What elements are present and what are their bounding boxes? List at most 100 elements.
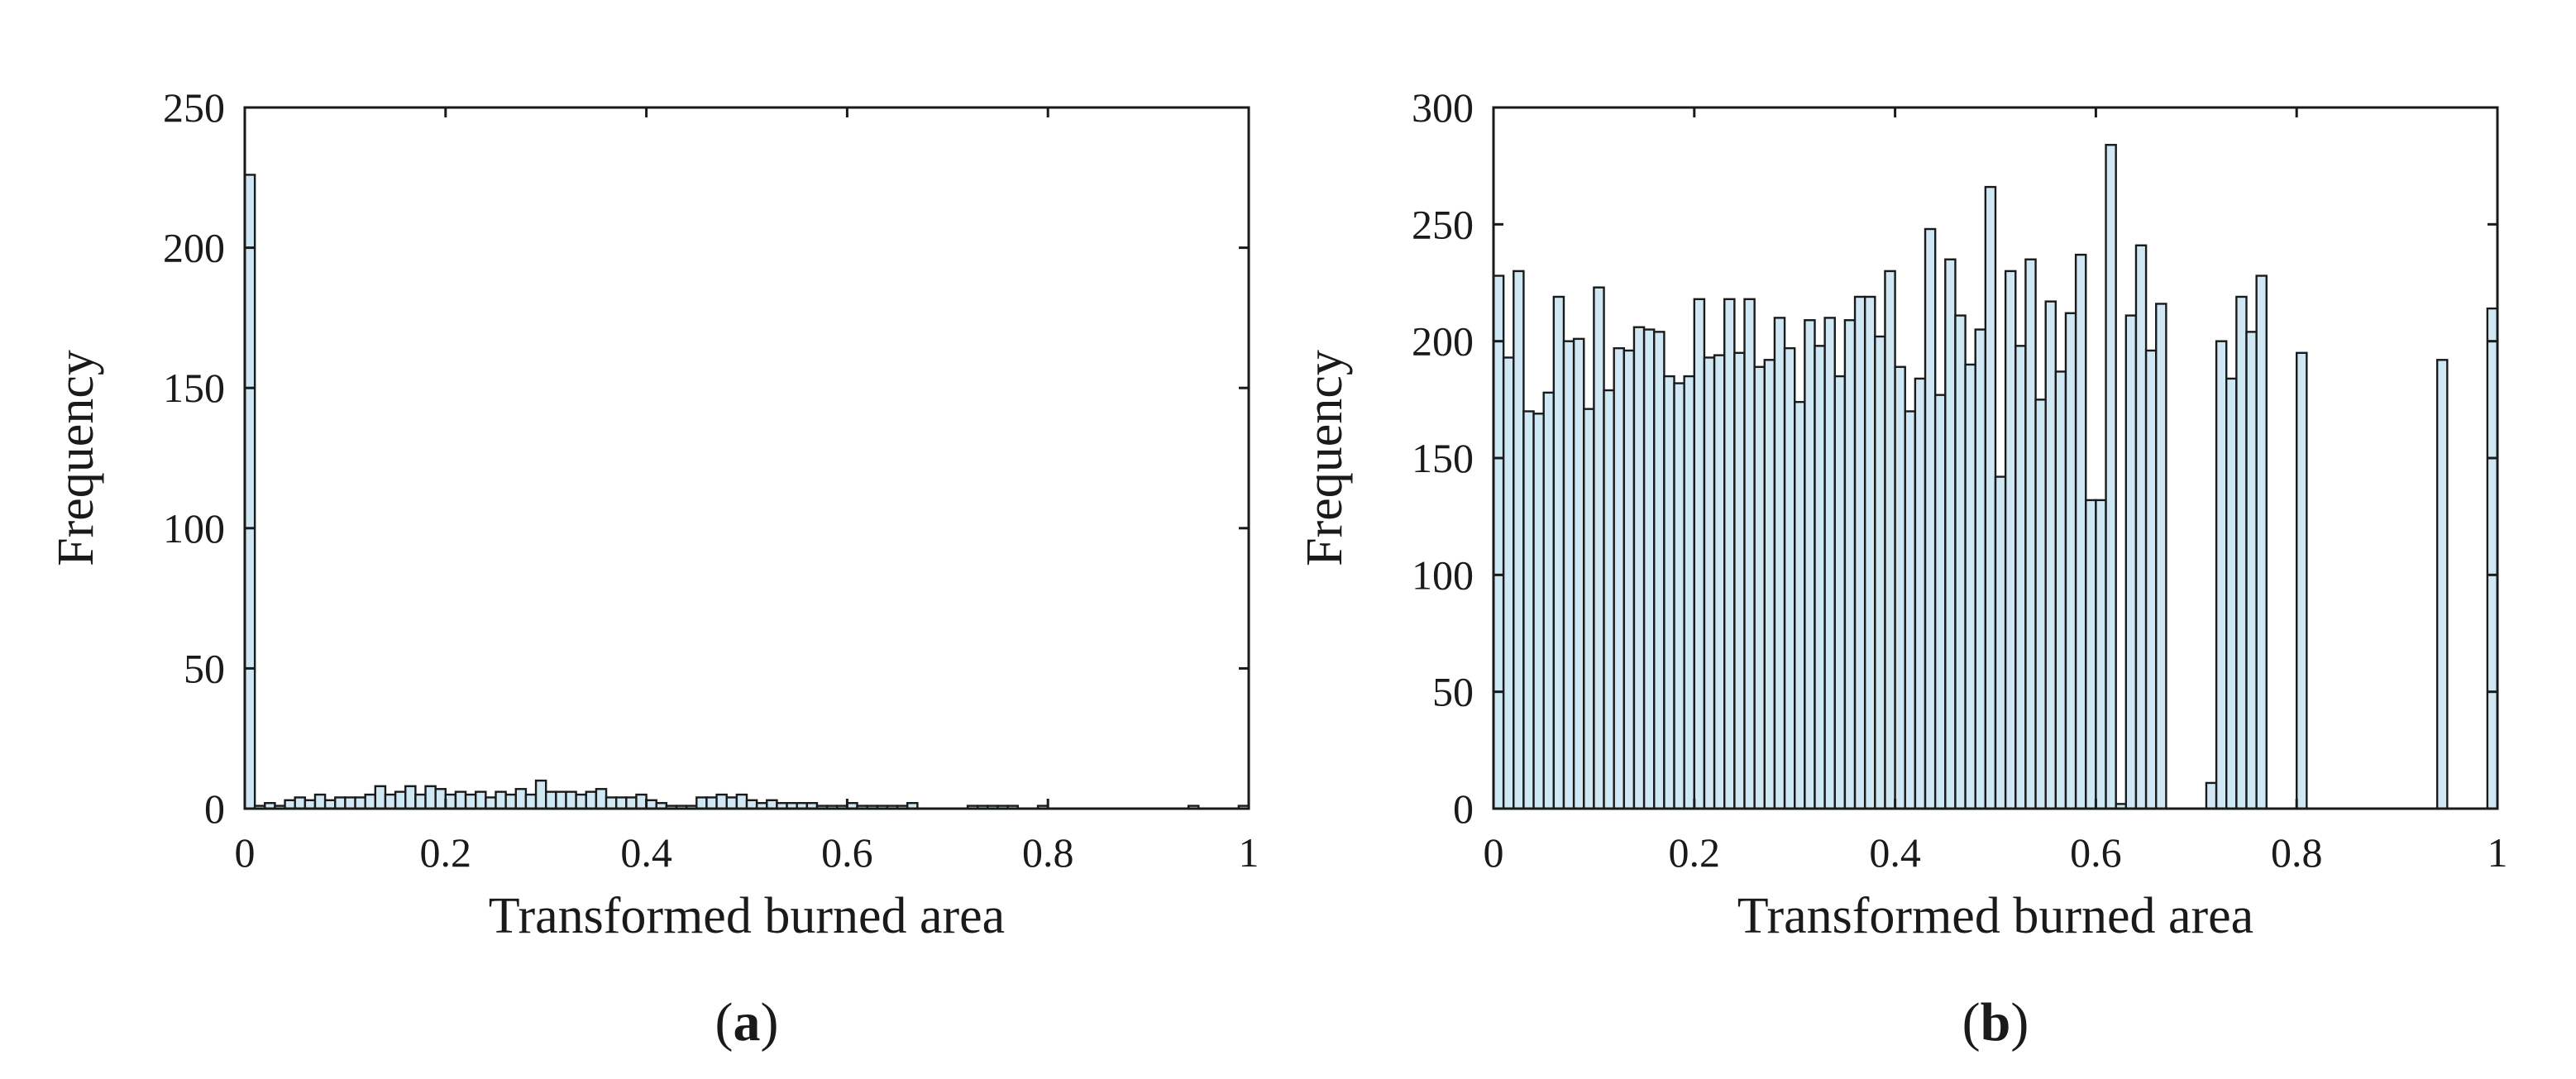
histogram-bar <box>2144 349 2158 810</box>
histogram-bar <box>2235 295 2248 810</box>
histogram-bar <box>1964 363 1976 810</box>
histogram-bar <box>313 793 327 810</box>
histogram-bar <box>504 793 517 810</box>
histogram-bar <box>434 788 447 810</box>
histogram-bar <box>1653 331 1666 810</box>
x-tick-label: 1 <box>2488 829 2508 876</box>
histogram-bar <box>555 790 567 810</box>
histogram-bar <box>1632 326 1646 810</box>
histogram-bar <box>614 796 628 810</box>
y-tick-label: 250 <box>1412 201 1474 247</box>
histogram-bar <box>585 790 598 810</box>
histogram-bar <box>2085 499 2097 810</box>
x-tick-label: 0.2 <box>1669 829 1721 876</box>
x-tick-label: 0 <box>235 829 256 876</box>
histogram-bar <box>1944 258 1957 810</box>
histogram-bar <box>766 799 778 810</box>
histogram-bar <box>625 796 638 810</box>
y-tick-label: 200 <box>1412 318 1474 365</box>
histogram-bar <box>1814 345 1826 810</box>
histogram-bar <box>1843 319 1857 810</box>
histogram-bar <box>2064 312 2077 810</box>
histogram-bar <box>2124 314 2138 810</box>
histogram-bar <box>1593 286 1605 810</box>
panel-a-ticks: 0 0.2 0.4 0.6 0.8 1 0 50 100 150 200 250 <box>163 84 1259 876</box>
histogram-bar <box>384 793 397 810</box>
histogram-bar <box>394 790 407 810</box>
histogram-bar <box>424 785 437 810</box>
panel-b-label: (b) <box>1962 992 2029 1053</box>
x-tick-label: 0.4 <box>620 829 672 876</box>
histogram-bar <box>1874 335 1886 810</box>
histogram-bar <box>1522 410 1535 810</box>
histogram-bar <box>374 785 387 810</box>
histogram-bar <box>1542 391 1556 810</box>
histogram-bar <box>1974 328 1987 810</box>
panel-a-plot-frame <box>243 106 1250 810</box>
histogram-bar <box>1572 337 1585 810</box>
histogram-bar <box>303 799 317 810</box>
histogram-bar <box>695 796 708 810</box>
histogram-bar <box>565 790 577 810</box>
panel-b: 0 0.2 0.4 0.6 0.8 1 0 50 100 150 200 250 300 Frequen… <box>1297 84 2507 1053</box>
histogram-bar <box>595 788 608 810</box>
histogram-bar <box>2225 377 2238 810</box>
histogram-bar <box>635 793 648 810</box>
histogram-bar <box>404 785 417 810</box>
histogram-bar <box>2014 345 2027 810</box>
histogram-bar <box>1673 382 1685 810</box>
histogram-bar <box>534 779 547 810</box>
histogram-bar <box>1884 270 1896 810</box>
histogram-bar <box>1663 375 1675 810</box>
panel-b-x-axis-label: Transformed burned area <box>1737 888 2253 944</box>
histogram-bar <box>605 796 618 810</box>
histogram-bar <box>2105 144 2117 810</box>
histogram-bar <box>1763 359 1776 810</box>
histogram-bar <box>1863 295 1876 810</box>
histogram-bar <box>2044 300 2057 810</box>
histogram-bar <box>2034 399 2047 810</box>
histogram-bar <box>2215 340 2228 810</box>
histogram-bar <box>1492 275 1505 810</box>
y-tick-label: 0 <box>204 785 225 832</box>
x-tick-label: 0.8 <box>2271 829 2323 876</box>
histogram-bar <box>1583 408 1595 810</box>
panel-a-label: (a) <box>715 992 779 1053</box>
histogram-bar <box>2435 359 2449 810</box>
histogram-bar <box>545 790 557 810</box>
histogram-bar <box>1804 319 1816 810</box>
y-tick-label: 100 <box>1412 551 1474 598</box>
histogram-bar <box>1833 375 1847 810</box>
histogram-bar <box>2255 275 2268 810</box>
histogram-bar <box>745 799 758 810</box>
histogram-bar <box>1853 295 1866 810</box>
histogram-bar <box>1532 413 1545 810</box>
x-tick-label: 0.4 <box>1869 829 1921 876</box>
y-tick-label: 150 <box>163 365 225 411</box>
histogram-bar <box>2074 253 2087 810</box>
histogram-bar <box>243 174 256 810</box>
y-tick-label: 250 <box>163 84 225 131</box>
y-tick-label: 50 <box>1432 669 1474 715</box>
histogram-bar <box>1743 298 1756 810</box>
histogram-bar <box>414 793 427 810</box>
histogram-bar <box>475 790 487 810</box>
histogram-bar <box>284 799 296 810</box>
histogram-bar <box>495 790 507 810</box>
histogram-bar <box>2486 307 2499 810</box>
histogram-bar <box>1924 227 1937 810</box>
y-tick-label: 100 <box>163 505 225 551</box>
histogram-bar <box>2024 258 2037 810</box>
histogram-bar <box>1623 349 1636 810</box>
histogram-bar <box>1894 365 1906 810</box>
histogram-bar <box>1513 270 1525 810</box>
histogram-bar <box>735 793 748 810</box>
y-tick-label: 150 <box>1412 435 1474 481</box>
histogram-bar <box>645 799 657 810</box>
histogram-bar <box>1502 356 1515 810</box>
histogram-bar <box>575 793 587 810</box>
histogram-bar <box>454 790 467 810</box>
panel-b-y-axis-label: Frequency <box>1297 350 1353 566</box>
histogram-bar <box>464 793 477 810</box>
